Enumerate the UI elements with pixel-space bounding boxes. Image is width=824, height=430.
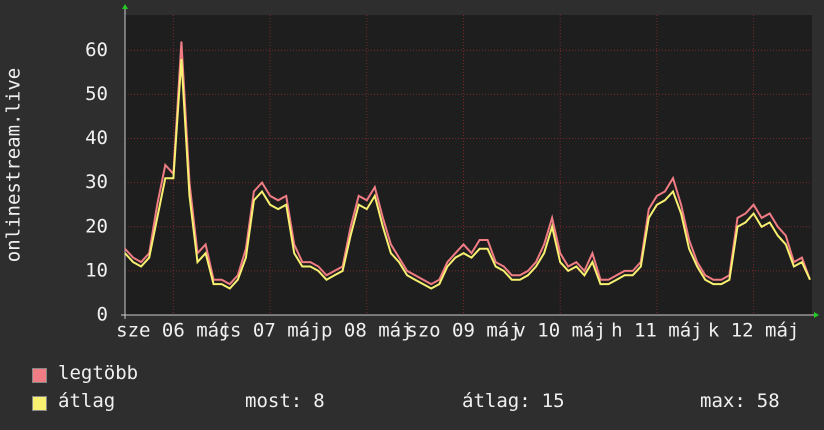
stat-label: átlag: bbox=[462, 390, 531, 412]
stat-label: most: bbox=[245, 390, 303, 412]
y-tick-label: 0 bbox=[97, 304, 108, 326]
y-axis-label: onlinestream.live bbox=[3, 68, 25, 262]
x-tick-label: cs 07 máj bbox=[219, 320, 322, 342]
legend-label: átlag bbox=[58, 390, 116, 412]
stat-value: 8 bbox=[313, 390, 325, 412]
axis-arrow bbox=[814, 312, 819, 318]
plot-area bbox=[125, 15, 812, 315]
series-line bbox=[124, 59, 811, 290]
x-tick-label: p 08 máj bbox=[321, 320, 413, 342]
x-tick-label: szo 09 máj bbox=[406, 320, 520, 342]
y-tick-label: 30 bbox=[85, 171, 108, 193]
stat-label: max: bbox=[700, 390, 746, 412]
y-tick-label: 50 bbox=[85, 83, 108, 105]
axis-arrow bbox=[122, 4, 128, 9]
x-tick-label: sze 06 máj bbox=[116, 320, 230, 342]
stat-value: 15 bbox=[541, 390, 565, 412]
y-tick-label: 40 bbox=[85, 127, 108, 149]
y-tick-label: 10 bbox=[85, 259, 108, 281]
y-tick-label: 20 bbox=[85, 215, 108, 237]
x-tick-label: h 11 máj bbox=[611, 320, 703, 342]
series-line bbox=[124, 41, 811, 286]
stat-value: 58 bbox=[756, 390, 780, 412]
x-tick-label: v 10 máj bbox=[514, 320, 606, 342]
legend-swatch bbox=[32, 368, 47, 383]
x-tick-label: k 12 máj bbox=[708, 320, 800, 342]
y-tick-label: 60 bbox=[85, 39, 108, 61]
legend-label: legtöbb bbox=[58, 362, 139, 384]
legend-swatch bbox=[32, 396, 47, 411]
